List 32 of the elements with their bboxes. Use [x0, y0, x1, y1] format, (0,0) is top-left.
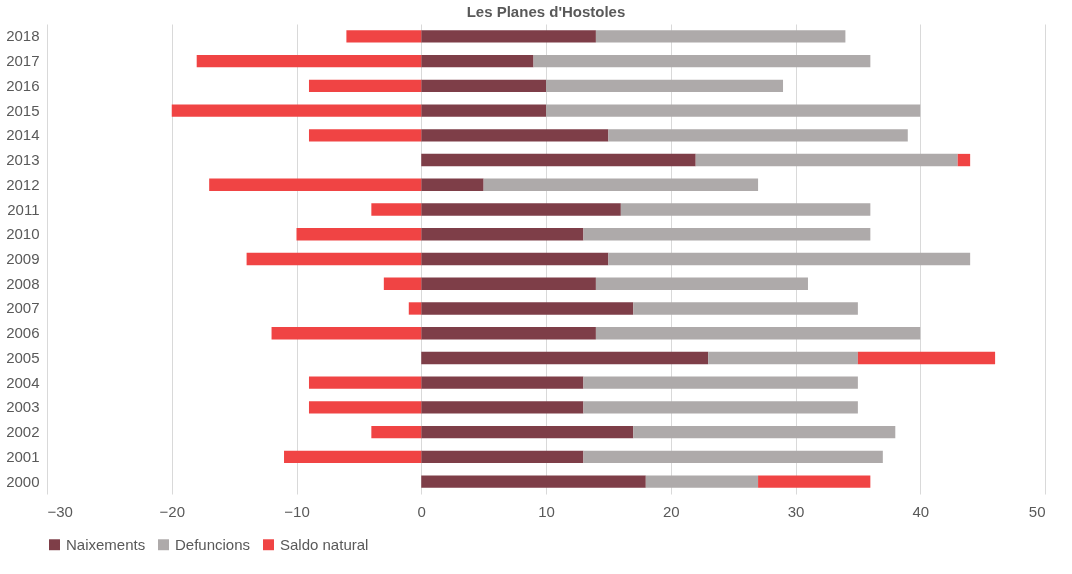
legend-label: Naixements	[66, 535, 146, 553]
x-tick-label: 10	[538, 502, 555, 520]
y-tick-label: 2016	[6, 76, 40, 94]
y-tick-label: 2004	[6, 373, 40, 391]
y-tick-label: 2005	[6, 348, 40, 366]
x-tick-label: 30	[787, 502, 805, 520]
x-tick-label: −30	[47, 502, 73, 520]
y-tick-label: 2007	[6, 299, 40, 317]
y-tick-label: 2000	[6, 472, 40, 490]
y-tick-label: 2012	[6, 175, 40, 193]
x-tick-label: −10	[284, 502, 310, 520]
legend-label: Saldo natural	[280, 535, 369, 553]
x-tick-label: 20	[662, 502, 680, 520]
y-tick-label: 2008	[6, 274, 40, 292]
y-tick-label: 2014	[6, 126, 40, 144]
x-tick-label: −20	[159, 502, 185, 520]
y-tick-label: 2015	[6, 101, 40, 119]
legend-label: Defuncions	[175, 535, 251, 553]
y-tick-label: 2001	[6, 447, 40, 465]
y-tick-label: 2011	[7, 200, 40, 218]
y-tick-label: 2009	[6, 250, 40, 267]
y-tick-label: 2006	[6, 324, 40, 342]
y-tick-label: 2018	[6, 27, 40, 45]
y-tick-label: 2002	[6, 423, 40, 441]
y-tick-label: 2017	[6, 52, 40, 70]
y-tick-label: 2010	[6, 225, 40, 243]
x-tick-label: 0	[417, 502, 426, 520]
x-tick-label: 40	[912, 502, 930, 520]
chart-title: Les Planes d'Hostoles	[466, 3, 626, 20]
y-tick-label: 2013	[6, 151, 40, 169]
y-tick-label: 2003	[6, 398, 40, 416]
x-tick-label: 50	[1028, 502, 1046, 520]
